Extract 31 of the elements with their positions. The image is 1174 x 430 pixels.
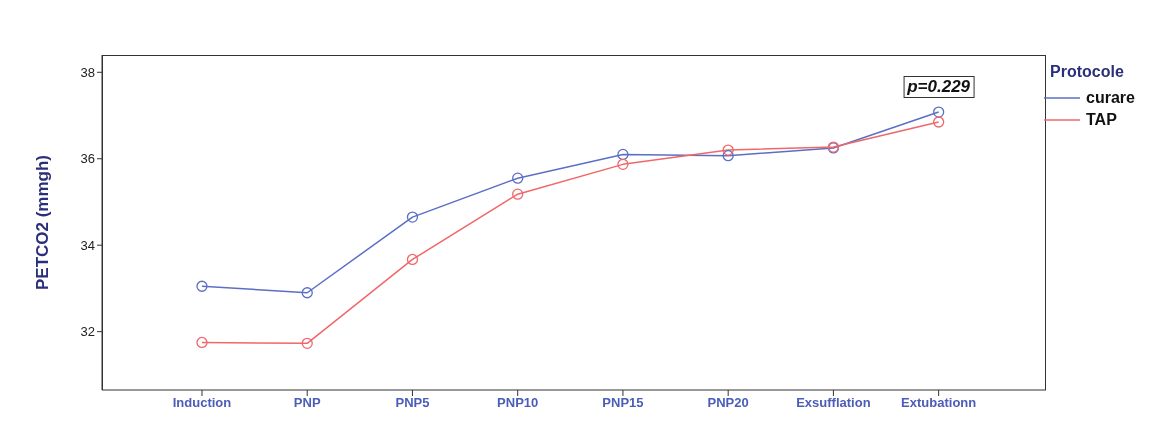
point (933, 116, 945, 128)
x-tick-label: Induction (172, 395, 232, 411)
point (617, 158, 629, 171)
y-axis-title: PETCO2 (mmgh) (33, 154, 53, 291)
x-tick-label: PNP5 (395, 395, 430, 411)
point (722, 150, 734, 162)
x-tick-label: PNP15 (602, 395, 644, 411)
x-tick-label: Exsufflation (796, 395, 871, 411)
point (933, 106, 945, 118)
point (722, 144, 734, 156)
y-tick-label: 38 (80, 64, 95, 80)
point (301, 337, 313, 349)
point (512, 172, 524, 184)
y-tick-label: 36 (80, 151, 95, 167)
point (406, 253, 419, 266)
legend-label: TAP (1086, 111, 1117, 129)
point (301, 287, 313, 299)
y-tick-label: 34 (80, 237, 95, 253)
x-tick-label: PNP10 (497, 395, 539, 411)
x-tick-label: PNP (293, 395, 321, 411)
x-tick-label: PNP20 (707, 395, 749, 411)
point (512, 188, 524, 200)
x-tick-label: Extubationn (901, 395, 977, 411)
point (196, 336, 208, 349)
point (406, 211, 419, 223)
point (196, 280, 208, 292)
point (617, 148, 629, 161)
legend-title: Protocole (1050, 63, 1125, 81)
legend-label: curare (1086, 89, 1135, 107)
annotation: p=0.229 (903, 76, 975, 98)
y-tick-label: 32 (80, 324, 95, 340)
